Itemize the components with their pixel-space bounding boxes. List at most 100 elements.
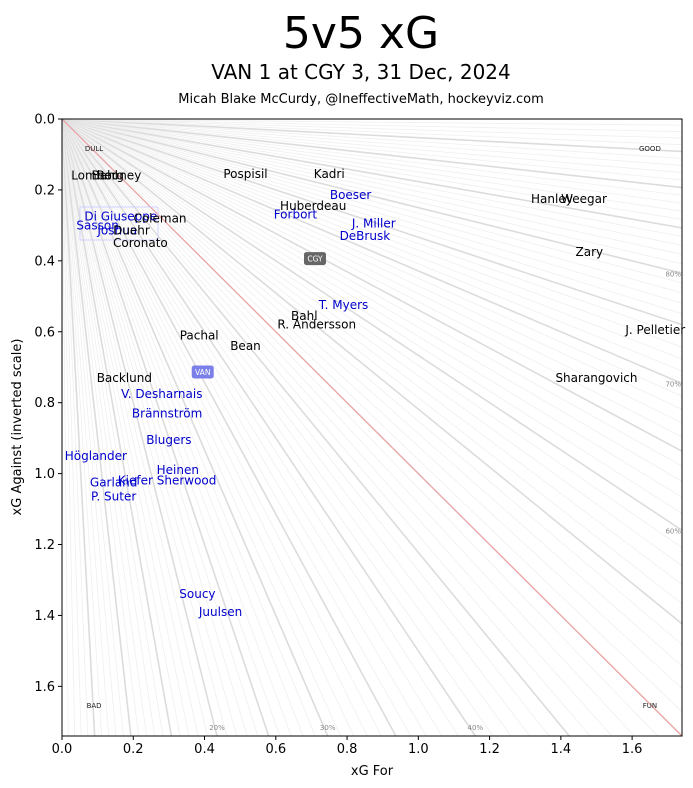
- share-ray: [62, 119, 281, 736]
- share-ray: [62, 119, 658, 736]
- share-ray: [62, 119, 459, 736]
- y-axis-label: xG Against (inverted scale): [10, 339, 25, 516]
- corner-label-bottom-right: FUN: [643, 702, 657, 710]
- percent-label: 70%: [665, 380, 681, 388]
- share-ray: [62, 119, 270, 736]
- share-ray: [62, 119, 682, 605]
- share-ray: [62, 119, 248, 736]
- share-ray: [62, 119, 682, 531]
- share-ray: [62, 119, 682, 212]
- share-ray: [62, 119, 682, 181]
- player-label: Di Giuseppe: [84, 210, 157, 224]
- share-ray: [62, 119, 512, 736]
- share-ray: [62, 119, 682, 514]
- player-label: Bahl: [291, 309, 318, 323]
- corner-label-top-left: DULL: [85, 145, 103, 153]
- share-ray: [62, 119, 329, 736]
- player-label: Boeser: [330, 188, 372, 202]
- player-label: Joshua: [96, 224, 137, 238]
- player-label: Brännström: [132, 406, 202, 420]
- chart-title: 5v5 xG: [283, 8, 439, 59]
- plot-frame: [61, 118, 683, 737]
- share-ray: [62, 119, 550, 736]
- share-ray: [62, 119, 476, 736]
- share-ray: [62, 119, 682, 315]
- share-ray: [62, 119, 682, 153]
- share-ray: [62, 119, 443, 736]
- share-ray: [62, 119, 494, 736]
- share-ray: [62, 119, 682, 275]
- player-label: Kiefer Sherwood: [118, 474, 217, 488]
- share-ray: [62, 119, 682, 348]
- share-ray: [62, 119, 682, 482]
- share-ray: [62, 119, 682, 189]
- share-ray: [62, 119, 117, 736]
- player-label: Coronato: [113, 236, 168, 250]
- share-ray: [62, 119, 199, 736]
- player-label: Juulsen: [198, 605, 242, 619]
- share-ray: [62, 119, 682, 667]
- share-ray: [62, 119, 124, 736]
- share-ray: [62, 119, 682, 438]
- share-ray: [62, 119, 682, 397]
- team-marker-label: CGY: [307, 255, 323, 264]
- player-label: P. Suter: [91, 490, 136, 504]
- x-tick-label: 0.6: [265, 742, 286, 757]
- y-tick-label: 0.2: [34, 183, 55, 198]
- share-ray: [62, 119, 682, 645]
- share-ray: [62, 119, 682, 265]
- share-ray: [62, 119, 156, 736]
- share-ray: [62, 119, 682, 360]
- share-ray: [62, 119, 613, 736]
- player-label: Bahl: [91, 169, 118, 183]
- share-ray: [62, 119, 682, 467]
- player-label: Coleman: [133, 211, 186, 225]
- share-ray: [62, 119, 682, 713]
- share-ray: [62, 119, 147, 736]
- share-ray: [62, 119, 682, 126]
- share-ray: [62, 119, 427, 736]
- y-tick-label: 1.0: [34, 467, 55, 482]
- x-tick-label: 0.4: [194, 742, 215, 757]
- share-ray: [62, 119, 682, 132]
- share-ray: [62, 119, 682, 549]
- share-ray: [62, 119, 591, 736]
- share-ray: [62, 119, 682, 294]
- share-ray: [62, 119, 341, 736]
- player-label: Rooney: [97, 169, 142, 183]
- corner-labels: DULL GOOD BAD FUN: [85, 145, 661, 710]
- y-tick-label: 1.4: [34, 609, 55, 624]
- share-ray: [62, 119, 570, 736]
- share-ray: [62, 119, 368, 736]
- player-label: Sharangovich: [555, 371, 637, 385]
- player-label: DeBrusk: [340, 229, 391, 243]
- corner-label-top-right: GOOD: [639, 145, 661, 153]
- player-label: Sasson: [76, 218, 118, 232]
- player-label: R. Andersson: [277, 318, 356, 332]
- even-share-diagonal: [61, 118, 683, 737]
- team-marker: [191, 365, 214, 379]
- x-axis-label: xG For: [351, 764, 394, 779]
- percent-label: 60%: [665, 527, 681, 535]
- player-label: Soucy: [179, 587, 215, 601]
- share-ray: [62, 119, 102, 736]
- share-ray: [62, 119, 682, 326]
- share-ray: [62, 119, 682, 304]
- player-label: Backlund: [97, 371, 152, 385]
- player-label: Zary: [576, 245, 604, 259]
- player-label: Heinen: [157, 463, 199, 477]
- share-ray: [62, 119, 259, 736]
- share-ray: [62, 119, 635, 736]
- share-ray: [62, 119, 682, 337]
- player-label: Huberdeau: [280, 199, 346, 213]
- y-tick-label: 0.4: [34, 254, 55, 269]
- player-label: T. Myers: [318, 298, 369, 312]
- player-label: J. Pelletier: [624, 323, 685, 337]
- share-percent-labels: 20% 30% 40% 60% 70% 80%: [209, 270, 681, 732]
- share-ray: [62, 119, 190, 736]
- player-label: Garland: [90, 475, 138, 489]
- player-label: Duehr: [113, 224, 150, 238]
- share-rays: [62, 119, 682, 736]
- share-ray: [62, 119, 682, 452]
